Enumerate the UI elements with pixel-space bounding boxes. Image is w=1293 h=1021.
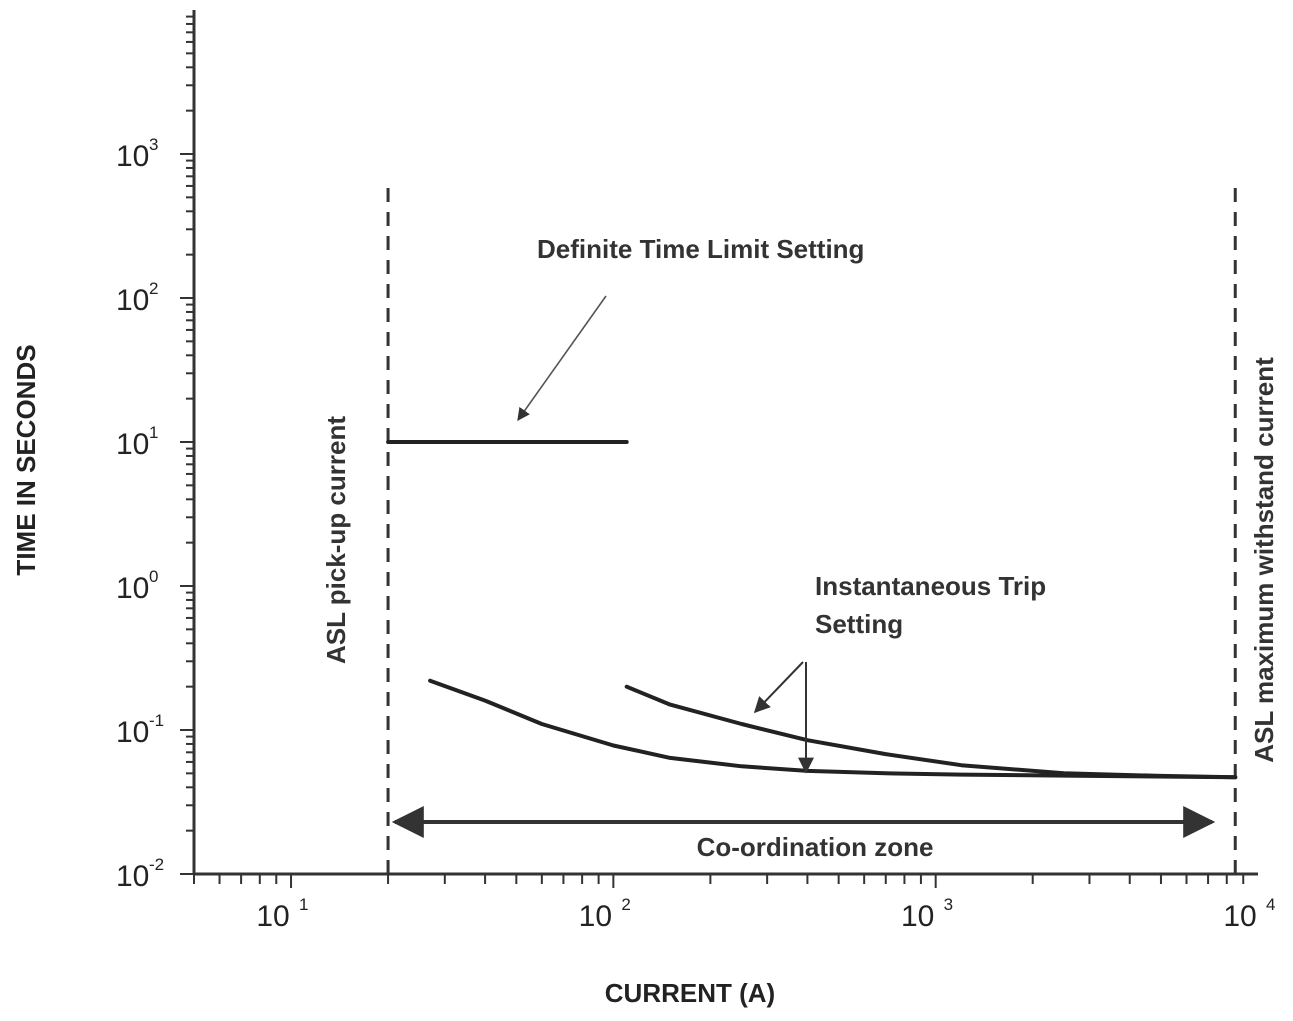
y-tick-label: 10: [116, 428, 149, 461]
x-tick-exponent: 2: [621, 895, 630, 914]
lower-trip-curve: [428, 678, 1238, 780]
y-tick-label: 10: [116, 140, 149, 173]
coordination-zone-label: Co-ordination zone: [697, 832, 934, 862]
y-tick-exponent: 3: [149, 135, 158, 154]
reference-lines: [386, 188, 1237, 874]
instantaneous-label-line1: Instantaneous Trip: [815, 571, 1046, 601]
max-withstand-label: ASL maximum withstand current: [1249, 357, 1279, 763]
x-tick-exponent: 4: [1266, 895, 1275, 914]
y-axis-title: TIME IN SECONDS: [11, 344, 41, 575]
y-tick-exponent: 0: [149, 567, 158, 586]
y-tick-label: 10: [116, 572, 149, 605]
definite-time-label: Definite Time Limit Setting: [537, 234, 864, 264]
pickup-current-label: ASL pick-up current: [321, 416, 351, 664]
y-tick-exponent: 1: [149, 423, 158, 442]
x-tick-exponent: 3: [944, 895, 953, 914]
x-tick-exponent: 1: [299, 895, 308, 914]
x-tick-label: 10: [579, 900, 612, 933]
y-tick-label: 10: [116, 860, 149, 893]
tick-labels: 10 1 10 2 10 3 10 410 -210 -110 010 110 210 3: [116, 135, 1275, 933]
y-tick-label: 10: [116, 716, 149, 749]
y-tick-exponent: -1: [149, 711, 164, 730]
y-tick-exponent: -2: [149, 855, 164, 874]
instantaneous-trip-curve: [624, 684, 1238, 780]
x-tick-label: 10: [1223, 900, 1256, 933]
x-axis-title: CURRENT (A): [605, 978, 775, 1008]
x-tick-label: 10: [901, 900, 934, 933]
instantaneous-label-line2: Setting: [815, 609, 903, 639]
x-tick-label: 10: [256, 900, 289, 933]
definite-time-arrow: [517, 295, 607, 422]
y-tick-label: 10: [116, 284, 149, 317]
instantaneous-arrow-left: [753, 661, 804, 714]
series-group: [386, 440, 1238, 780]
minor-ticks: [180, 15, 1245, 888]
y-tick-exponent: 2: [149, 279, 158, 298]
